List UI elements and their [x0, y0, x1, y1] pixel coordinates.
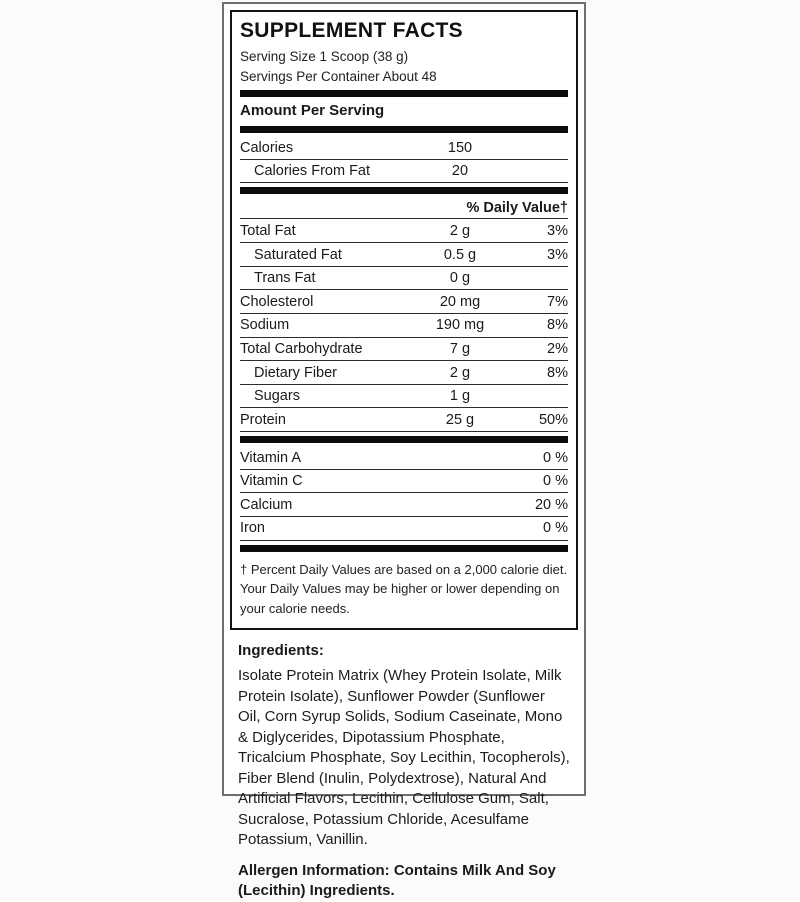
nutrient-daily-value: 0 % — [543, 520, 568, 537]
nutrient-amount: 2 g — [449, 364, 471, 381]
nutrient-daily-value: 7% — [547, 293, 568, 310]
amount-per-serving-heading: Amount Per Serving — [240, 102, 385, 120]
nutrient-name: Iron — [240, 520, 265, 537]
nutrient-amount: 20 — [451, 163, 469, 180]
nutrient-amount: 2 g — [449, 222, 471, 239]
nutrient-name: Sodium — [240, 317, 290, 334]
nutrient-daily-value: 2% — [547, 341, 568, 357]
nutrient-name: Trans Fat — [254, 270, 316, 287]
vitamin-row: Calcium 20 % — [240, 493, 568, 517]
nutrient-row: Saturated Fat 0.5 g 3% — [240, 243, 568, 267]
daily-value-header: % Daily Value† — [240, 197, 568, 220]
allergen-info: Allergen Information: Contains Milk And … — [238, 861, 556, 900]
servings-per-container: Servings Per Container About 48 — [240, 68, 437, 84]
nutrient-amount: 190 mg — [435, 317, 485, 334]
thick-rule — [240, 187, 568, 195]
nutrient-row: Sugars 1 g — [240, 385, 568, 409]
nutrient-row: Cholesterol 20 mg 7% — [240, 290, 568, 314]
ingredients-section: Ingredients: Isolate Protein Matrix (Whe… — [224, 630, 584, 902]
nutrient-daily-value: 20 % — [534, 496, 568, 513]
thick-rule — [240, 436, 568, 443]
ingredients-heading: Ingredients: — [238, 642, 324, 659]
nutrient-name: Calories From Fat — [254, 163, 371, 180]
nutrient-daily-value: 8% — [547, 364, 568, 381]
nutrient-row: Sodium 190 mg 8% — [240, 314, 568, 338]
nutrient-daily-value: 8% — [547, 317, 568, 334]
nutrient-rows: Total Fat 2 g 3% Saturated Fat 0.5 g 3% Trans … — [240, 219, 568, 432]
nutrient-name: Protein — [240, 411, 286, 428]
nutrient-amount: 1 g — [449, 388, 471, 405]
panel-title: SUPPLEMENT FACTS — [240, 19, 463, 42]
vitamin-rows: Vitamin A 0 % Vitamin C 0 % Calcium 20 % Iron 0… — [240, 446, 568, 541]
nutrient-amount: 20 mg — [439, 293, 481, 310]
nutrient-daily-value: 3% — [547, 246, 568, 263]
nutrient-name: Total Fat — [240, 222, 296, 239]
nutrient-daily-value: 50% — [538, 411, 568, 428]
nutrient-row: Total Carbohydrate 7 g 2% — [240, 338, 568, 362]
nutrient-name: Dietary Fiber — [254, 364, 337, 381]
nutrient-amount: 7 g — [449, 341, 471, 357]
nutrient-amount: 25 g — [445, 411, 475, 428]
supplement-facts-panel: SUPPLEMENT FACTS Serving Size 1 Scoop (3… — [230, 10, 578, 630]
nutrient-daily-value: 0 % — [543, 473, 568, 490]
calories-row: Calories From Fat 20 — [240, 160, 568, 184]
nutrient-name: Sugars — [254, 388, 300, 405]
nutrient-row: Total Fat 2 g 3% — [240, 219, 568, 243]
nutrient-amount: 0 g — [449, 270, 471, 287]
calories-rows: Calories 150 Calories From Fat 20 — [240, 136, 568, 184]
vitamin-row: Vitamin C 0 % — [240, 470, 568, 494]
calories-row: Calories 150 — [240, 136, 568, 160]
nutrient-daily-value: 0 % — [543, 449, 568, 466]
nutrient-name: Calcium — [240, 496, 293, 513]
supplement-label: SUPPLEMENT FACTS Serving Size 1 Scoop (3… — [222, 2, 586, 899]
vitamin-row: Vitamin A 0 % — [240, 446, 568, 470]
nutrient-daily-value: 3% — [547, 222, 568, 239]
ingredients-text: Isolate Protein Matrix (Whey Protein Iso… — [238, 667, 570, 849]
daily-value-footnote: † Percent Daily Values are based on a 2,… — [240, 561, 568, 616]
nutrient-row: Trans Fat 0 g — [240, 267, 568, 291]
nutrient-name: Cholesterol — [240, 293, 314, 310]
serving-size: Serving Size 1 Scoop (38 g) — [240, 49, 409, 64]
nutrient-amount: 150 — [447, 139, 473, 156]
nutrient-amount: 0.5 g — [443, 246, 477, 263]
thick-rule — [240, 544, 568, 552]
thick-rule — [240, 126, 568, 134]
thick-rule — [240, 90, 568, 98]
nutrient-name: Calories — [240, 139, 294, 156]
nutrient-name: Vitamin A — [240, 449, 301, 466]
vitamin-row: Iron 0 % — [240, 517, 568, 541]
nutrient-row: Dietary Fiber 2 g 8% — [240, 361, 568, 385]
nutrient-name: Total Carbohydrate — [240, 341, 363, 357]
nutrient-row: Protein 25 g 50% — [240, 408, 568, 432]
nutrient-name: Vitamin C — [240, 473, 303, 490]
nutrient-name: Saturated Fat — [254, 246, 342, 263]
